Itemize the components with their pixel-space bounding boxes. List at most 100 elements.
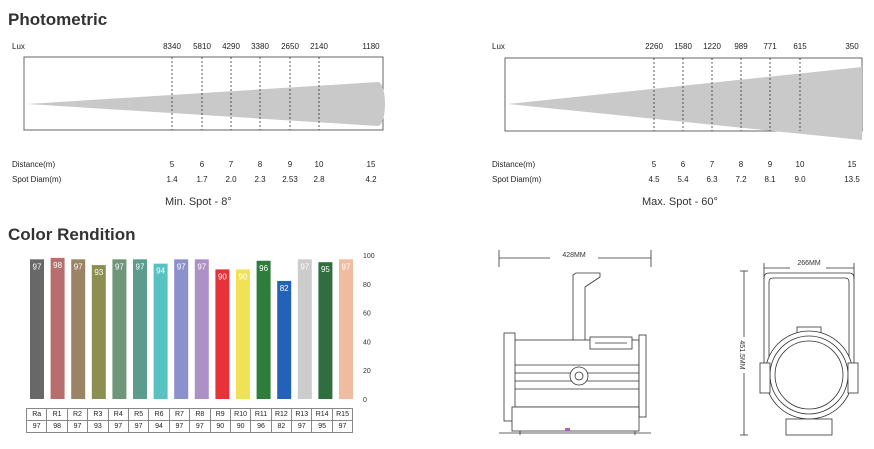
color-rendition-chart: 100 80 60 40 20 0 97 98 97 93 97 97 94 97 97 90 90 96 82 97… <box>30 253 375 404</box>
diam-value-right: 6.3 <box>706 175 718 184</box>
diam-value-left: 4.2 <box>365 175 377 184</box>
beam-diagram-left <box>23 56 385 131</box>
bar-r11 <box>256 260 271 399</box>
lux-value-left: 2650 <box>281 42 299 51</box>
distance-value-right: 10 <box>795 160 805 169</box>
table-value-cell: 97 <box>168 420 191 433</box>
y-tick-label: 80 <box>363 282 371 289</box>
table-value-cell: 97 <box>66 420 89 433</box>
rear-cap <box>638 334 647 418</box>
distance-value-right: 9 <box>767 160 773 169</box>
table-category-cell: R10 <box>229 408 252 421</box>
bar-value-label: 82 <box>280 284 289 293</box>
diam-value-right: 4.5 <box>648 175 660 184</box>
front-lens-ring <box>503 332 516 422</box>
distance-value-left: 10 <box>314 160 324 169</box>
bar-value-label: 90 <box>218 272 227 281</box>
width-side-label: 266MM <box>797 260 821 267</box>
diam-label-right: Spot Diam(m) <box>492 175 542 184</box>
base-housing <box>511 406 640 432</box>
lux-value-right: 615 <box>793 42 807 51</box>
bar-value-label: 90 <box>239 272 248 281</box>
bar-value-label: 95 <box>321 265 330 274</box>
table-category-cell: R9 <box>209 408 231 421</box>
beam-cone-right <box>508 67 862 140</box>
lux-value-right: 350 <box>845 42 859 51</box>
diam-value-left: 2.3 <box>254 175 266 184</box>
table-category-cell: R6 <box>148 408 170 421</box>
diam-value-left: 2.8 <box>313 175 325 184</box>
side-knob-right <box>847 362 859 394</box>
lux-value-right: 1580 <box>674 42 692 51</box>
fixture-dimension-drawings: 428MM 266MM 451.5MM <box>498 250 859 436</box>
distance-value-right: 6 <box>680 160 686 169</box>
distance-value-left: 15 <box>366 160 376 169</box>
table-value-cell: 95 <box>311 420 333 433</box>
bar-r5 <box>133 259 147 399</box>
diam-value-left: 2.0 <box>225 175 237 184</box>
front-bezel <box>764 330 854 420</box>
bar-r15 <box>339 259 353 399</box>
beam-end-left <box>371 82 385 126</box>
diam-value-left: 1.4 <box>166 175 178 184</box>
yoke-front <box>763 272 855 365</box>
table-value-cell: 97 <box>291 420 313 433</box>
table-category-cell: R7 <box>168 408 191 421</box>
height-label: 451.5MM <box>738 340 745 369</box>
table-value-cell: 90 <box>209 420 231 433</box>
distance-value-right: 5 <box>651 160 657 169</box>
y-tick-label: 100 <box>363 253 375 260</box>
diam-value-right: 9.0 <box>794 175 806 184</box>
diam-value-right: 13.5 <box>844 175 860 184</box>
caption-min-spot: Min. Spot - 8° <box>165 196 232 208</box>
diam-label-left: Spot Diam(m) <box>12 175 62 184</box>
table-value-cell: 82 <box>270 420 293 433</box>
beam-diagram-right <box>504 57 863 140</box>
table-value-cell: 97 <box>127 420 150 433</box>
bar-r2 <box>71 259 86 399</box>
table-category-cell: R11 <box>250 408 272 421</box>
bar-value-label: 97 <box>197 262 206 271</box>
y-tick-label: 0 <box>363 397 367 404</box>
bar-value-label: 97 <box>33 262 42 271</box>
diam-value-right: 7.2 <box>735 175 747 184</box>
bar-r12 <box>277 280 292 399</box>
bar-r3 <box>91 265 106 399</box>
bar-value-label: 97 <box>136 262 145 271</box>
distance-label-right: Distance(m) <box>492 160 536 169</box>
table-category-cell: R5 <box>127 408 150 421</box>
distance-value-left: 7 <box>228 160 234 169</box>
distance-value-right: 7 <box>709 160 715 169</box>
table-category-cell: R15 <box>331 408 354 421</box>
color-rendition-title: Color Rendition <box>8 225 136 244</box>
bar-r1 <box>50 257 65 399</box>
lux-label-left: Lux <box>12 42 25 51</box>
table-category-cell: R12 <box>270 408 293 421</box>
lux-value-left: 8340 <box>163 42 181 51</box>
bar-value-label: 97 <box>177 262 186 271</box>
bar-value-label: 97 <box>115 262 124 271</box>
lux-value-left: 5810 <box>193 42 211 51</box>
diam-value-left: 2.53 <box>282 175 298 184</box>
bar-value-label: 96 <box>259 264 268 273</box>
y-tick-label: 20 <box>363 368 371 375</box>
front-base <box>785 418 833 436</box>
lux-value-left: 2140 <box>310 42 328 51</box>
diam-value-right: 8.1 <box>764 175 776 184</box>
distance-value-left: 8 <box>257 160 263 169</box>
bar-r8 <box>194 259 209 399</box>
diam-value-right: 5.4 <box>677 175 689 184</box>
y-tick-label: 60 <box>363 311 371 318</box>
table-value-cell: 97 <box>107 420 129 433</box>
table-category-cell: R8 <box>189 408 211 421</box>
tilt-knob <box>569 366 589 386</box>
lux-value-left: 1180 <box>362 42 380 51</box>
bar-r10 <box>236 269 250 399</box>
table-category-cell: R13 <box>291 408 313 421</box>
diam-value-left: 1.7 <box>196 175 208 184</box>
bar-value-label: 94 <box>156 267 165 276</box>
distance-value-left: 5 <box>169 160 175 169</box>
table-value-cell: 97 <box>25 420 48 433</box>
table-category-cell: R1 <box>46 408 68 421</box>
bar-value-label: 97 <box>342 262 351 271</box>
